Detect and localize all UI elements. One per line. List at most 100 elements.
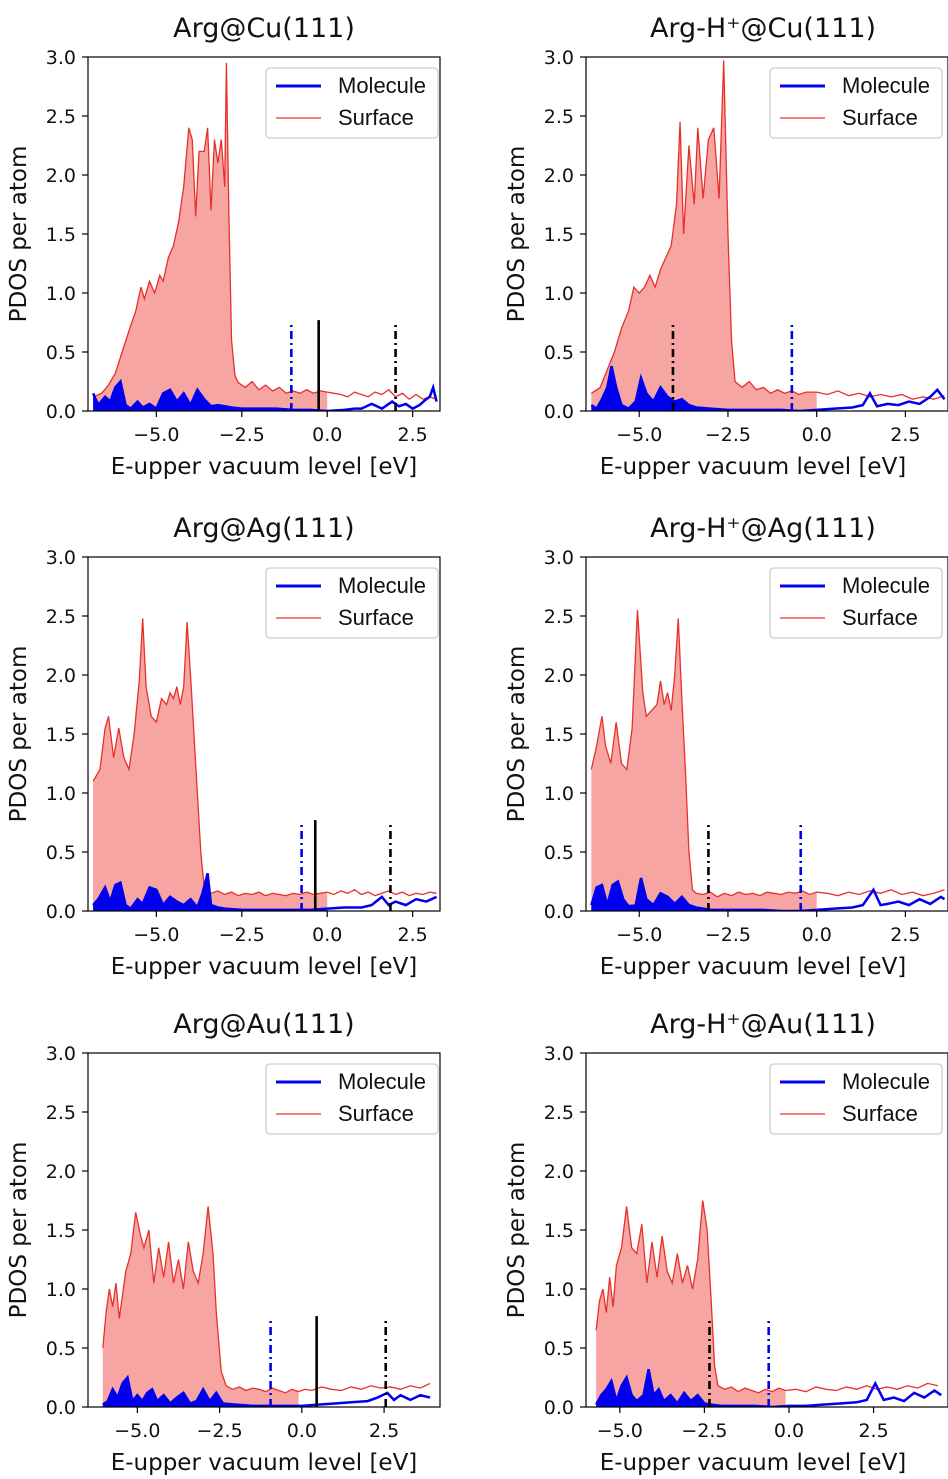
- y-tick-label: 3.0: [46, 1043, 76, 1065]
- x-tick-label: 0.0: [774, 1420, 804, 1442]
- y-tick-label: 1.5: [46, 224, 76, 246]
- legend-label-surface: Surface: [842, 605, 918, 630]
- x-tick-label: 2.5: [858, 1420, 888, 1442]
- x-tick-label: 2.5: [890, 424, 920, 446]
- y-tick-label: 1.0: [544, 783, 574, 805]
- y-axis-label: PDOS per atom: [504, 1142, 530, 1319]
- y-tick-label: 3.0: [544, 547, 574, 569]
- chart-panel: 0.0 0.5 1.0 1.5 2.0 2.5 3.0 −5.0 −2.5 0.0 2.5 Arg@C…: [6, 13, 440, 480]
- y-tick-label: 0.0: [544, 901, 574, 923]
- y-tick-label: 2.5: [46, 106, 76, 128]
- x-tick-label: −5.0: [597, 1420, 643, 1442]
- chart-title: Arg@Au(111): [173, 1009, 354, 1040]
- x-tick-label: 0.0: [312, 924, 342, 946]
- legend-label-surface: Surface: [338, 105, 414, 130]
- chart-panel: 0.0 0.5 1.0 1.5 2.0 2.5 3.0 −5.0 −2.5 0.0 2.5 Arg-H…: [504, 1009, 948, 1476]
- x-tick-label: −5.0: [114, 1420, 160, 1442]
- y-tick-label: 3.0: [544, 47, 574, 69]
- legend-label-molecule: Molecule: [338, 73, 426, 98]
- y-tick-label: 0.0: [46, 901, 76, 923]
- y-tick-label: 2.0: [544, 665, 574, 687]
- y-tick-label: 0.5: [544, 842, 574, 864]
- x-tick-label: 2.5: [890, 924, 920, 946]
- chart-title: Arg@Cu(111): [173, 13, 355, 44]
- chart-title: Arg-H⁺@Au(111): [650, 1009, 876, 1040]
- y-tick-label: 1.5: [46, 724, 76, 746]
- y-tick-label: 2.0: [544, 165, 574, 187]
- legend-label-surface: Surface: [338, 1101, 414, 1126]
- y-axis-label: PDOS per atom: [6, 1142, 32, 1319]
- x-axis-label: E-upper vacuum level [eV]: [111, 954, 418, 980]
- legend-label-molecule: Molecule: [338, 573, 426, 598]
- legend-label-molecule: Molecule: [842, 573, 930, 598]
- y-tick-label: 0.5: [544, 1338, 574, 1360]
- y-tick-label: 0.5: [46, 342, 76, 364]
- x-axis-label: E-upper vacuum level [eV]: [600, 1450, 907, 1476]
- legend-label-surface: Surface: [338, 605, 414, 630]
- chart-title: Arg-H⁺@Ag(111): [650, 513, 876, 544]
- y-tick-label: 1.5: [544, 724, 574, 746]
- y-tick-label: 0.0: [544, 401, 574, 423]
- y-tick-label: 3.0: [46, 47, 76, 69]
- x-tick-label: −5.0: [616, 424, 662, 446]
- x-tick-label: −2.5: [681, 1420, 727, 1442]
- y-tick-label: 2.5: [46, 1102, 76, 1124]
- chart-panel: 0.0 0.5 1.0 1.5 2.0 2.5 3.0 −5.0 −2.5 0.0 2.5 Arg@A…: [6, 1009, 440, 1476]
- x-tick-label: −5.0: [616, 924, 662, 946]
- y-tick-label: 0.0: [544, 1397, 574, 1419]
- legend-label-molecule: Molecule: [842, 1069, 930, 1094]
- x-tick-label: 0.0: [312, 424, 342, 446]
- y-tick-label: 1.0: [544, 1279, 574, 1301]
- surface-fill-area: [93, 618, 327, 911]
- y-tick-label: 1.0: [46, 783, 76, 805]
- y-tick-label: 0.0: [46, 401, 76, 423]
- x-axis-label: E-upper vacuum level [eV]: [111, 454, 418, 480]
- x-axis-label: E-upper vacuum level [eV]: [111, 1450, 418, 1476]
- x-tick-label: −2.5: [219, 924, 265, 946]
- x-tick-label: 2.5: [369, 1420, 399, 1442]
- y-tick-label: 3.0: [46, 547, 76, 569]
- y-tick-label: 1.0: [46, 1279, 76, 1301]
- y-tick-label: 0.5: [544, 342, 574, 364]
- y-axis-label: PDOS per atom: [6, 146, 32, 323]
- y-tick-label: 2.5: [46, 606, 76, 628]
- legend-label-molecule: Molecule: [842, 73, 930, 98]
- x-tick-label: 0.0: [802, 924, 832, 946]
- legend-label-surface: Surface: [842, 105, 918, 130]
- chart-panel: 0.0 0.5 1.0 1.5 2.0 2.5 3.0 −5.0 −2.5 0.0 2.5 Arg@A…: [6, 513, 440, 980]
- y-tick-label: 2.5: [544, 606, 574, 628]
- y-tick-label: 2.0: [46, 165, 76, 187]
- x-tick-label: 2.5: [398, 924, 428, 946]
- y-tick-label: 2.0: [46, 1161, 76, 1183]
- y-tick-label: 1.0: [46, 283, 76, 305]
- x-axis-label: E-upper vacuum level [eV]: [600, 454, 907, 480]
- y-tick-label: 2.0: [544, 1161, 574, 1183]
- y-axis-label: PDOS per atom: [504, 146, 530, 323]
- x-tick-label: 0.0: [287, 1420, 317, 1442]
- x-tick-label: −2.5: [705, 924, 751, 946]
- x-axis-label: E-upper vacuum level [eV]: [600, 954, 907, 980]
- legend-label-molecule: Molecule: [338, 1069, 426, 1094]
- x-tick-label: −2.5: [219, 424, 265, 446]
- x-tick-label: −5.0: [133, 424, 179, 446]
- y-axis-label: PDOS per atom: [504, 646, 530, 823]
- y-tick-label: 2.5: [544, 1102, 574, 1124]
- chart-title: Arg-H⁺@Cu(111): [650, 13, 876, 44]
- y-tick-label: 1.5: [544, 224, 574, 246]
- legend-label-surface: Surface: [842, 1101, 918, 1126]
- y-tick-label: 0.5: [46, 1338, 76, 1360]
- x-tick-label: 2.5: [398, 424, 428, 446]
- chart-panel: 0.0 0.5 1.0 1.5 2.0 2.5 3.0 −5.0 −2.5 0.0 2.5 Arg-H…: [504, 513, 948, 980]
- y-tick-label: 3.0: [544, 1043, 574, 1065]
- y-tick-label: 2.0: [46, 665, 76, 687]
- x-tick-label: −2.5: [705, 424, 751, 446]
- chart-title: Arg@Ag(111): [173, 513, 354, 544]
- y-tick-label: 2.5: [544, 106, 574, 128]
- x-tick-label: −5.0: [133, 924, 179, 946]
- y-axis-label: PDOS per atom: [6, 646, 32, 823]
- y-tick-label: 1.5: [544, 1220, 574, 1242]
- y-tick-label: 1.5: [46, 1220, 76, 1242]
- y-tick-label: 0.0: [46, 1397, 76, 1419]
- x-tick-label: −2.5: [197, 1420, 243, 1442]
